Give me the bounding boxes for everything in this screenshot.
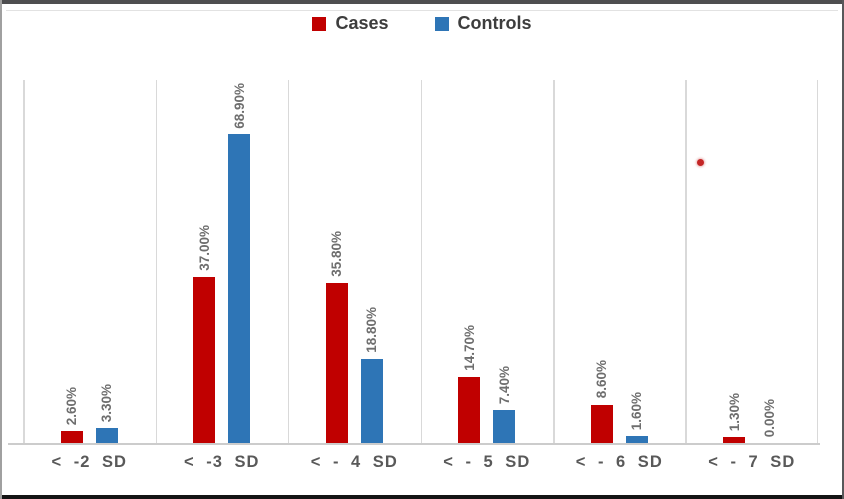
figure-border-top bbox=[0, 0, 844, 4]
data-label: 37.00% bbox=[196, 225, 212, 272]
controls-bar bbox=[228, 134, 251, 443]
gridline bbox=[685, 80, 687, 443]
stray-red-dot bbox=[697, 159, 704, 166]
cases-bar bbox=[723, 437, 746, 443]
bar-groups: 2.60% 3.30% 37.00% 68.90% 35.80% bbox=[23, 80, 818, 443]
cases-bar bbox=[60, 431, 83, 443]
data-label: 68.90% bbox=[231, 82, 247, 129]
plot-area bbox=[23, 80, 818, 443]
legend-label-cases: Cases bbox=[335, 13, 389, 33]
controls-bar bbox=[493, 409, 516, 443]
category-label: < -2 SD bbox=[51, 453, 127, 471]
data-label: 0.00% bbox=[761, 398, 777, 437]
bar-group: 35.80% 18.80% bbox=[288, 80, 421, 443]
bar-column-controls: 7.40% bbox=[493, 80, 516, 443]
data-label: 7.40% bbox=[496, 365, 512, 404]
gridline bbox=[420, 80, 422, 443]
bar-column-controls: 3.30% bbox=[95, 80, 118, 443]
bar-column-cases: 1.30% bbox=[723, 80, 746, 443]
controls-bar bbox=[360, 358, 383, 443]
bar-column-cases: 14.70% bbox=[458, 80, 481, 443]
controls-bar bbox=[625, 435, 648, 443]
data-label: 3.30% bbox=[99, 383, 114, 423]
gridline bbox=[287, 80, 290, 443]
legend-label-controls: Controls bbox=[457, 13, 532, 33]
bar-group: 37.00% 68.90% bbox=[156, 80, 289, 443]
gridline bbox=[155, 80, 157, 443]
cases-bar bbox=[590, 404, 613, 443]
bar-column-cases: 35.80% bbox=[325, 80, 348, 443]
controls-bar bbox=[95, 428, 118, 443]
bar-column-cases: 2.60% bbox=[60, 80, 83, 443]
cases-bar bbox=[325, 282, 348, 443]
category-label: < -3 SD bbox=[184, 453, 260, 471]
gridline bbox=[23, 80, 25, 443]
data-label: 2.60% bbox=[64, 387, 79, 426]
bar-group: 2.60% 3.30% bbox=[23, 80, 156, 443]
data-label: 14.70% bbox=[461, 325, 477, 372]
category-label: < - 4 SD bbox=[310, 453, 398, 471]
data-label: 8.60% bbox=[594, 360, 609, 399]
gridline bbox=[553, 80, 555, 443]
category-label: < - 7 SD bbox=[708, 453, 796, 471]
chart-area-top-edge bbox=[6, 10, 838, 11]
figure-border-bottom bbox=[0, 495, 844, 499]
figure-border-right bbox=[842, 0, 844, 499]
data-label: 35.80% bbox=[329, 230, 344, 277]
data-label: 1.30% bbox=[726, 392, 742, 432]
bar-column-controls: 68.90% bbox=[228, 80, 251, 443]
category-label: < - 5 SD bbox=[443, 453, 531, 471]
bar-column-controls: 0.00% bbox=[758, 80, 780, 443]
x-axis-line bbox=[8, 443, 820, 445]
bar-group: 14.70% 7.40% bbox=[421, 80, 554, 443]
legend-item-controls: Controls bbox=[434, 13, 532, 34]
x-axis-category-labels: < -2 SD < -3 SD < - 4 SD < - 5 SD < - 6 … bbox=[23, 453, 818, 472]
controls-swatch-icon bbox=[434, 16, 449, 31]
data-label: 18.80% bbox=[364, 307, 379, 353]
bar-column-controls: 18.80% bbox=[360, 80, 383, 443]
legend: Cases Controls bbox=[0, 13, 844, 34]
data-label: 1.60% bbox=[629, 391, 644, 430]
figure-border-left bbox=[0, 0, 2, 499]
bar-column-controls: 1.60% bbox=[625, 80, 648, 443]
bar-column-cases: 37.00% bbox=[193, 80, 216, 443]
gridline bbox=[816, 80, 818, 443]
cases-bar bbox=[193, 277, 216, 443]
bar-group: 1.30% 0.00% bbox=[686, 80, 819, 443]
cases-bar bbox=[458, 377, 481, 443]
legend-item-cases: Cases bbox=[312, 13, 389, 34]
bar-column-cases: 8.60% bbox=[590, 80, 613, 443]
bar-group: 8.60% 1.60% bbox=[553, 80, 686, 443]
category-label: < - 6 SD bbox=[575, 453, 663, 471]
cases-swatch-icon bbox=[312, 16, 327, 31]
